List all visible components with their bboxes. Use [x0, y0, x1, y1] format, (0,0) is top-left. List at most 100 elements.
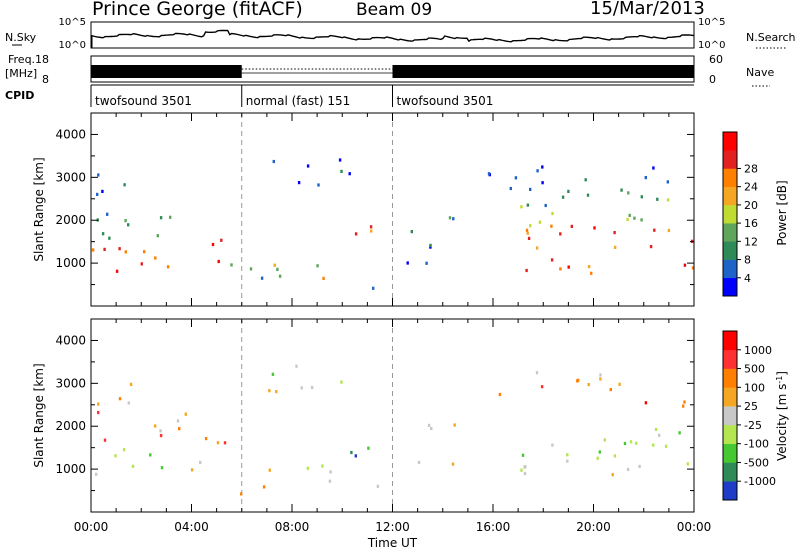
colorbar-swatch	[723, 241, 737, 260]
heatmap-cell	[535, 246, 539, 250]
heatmap-cell	[124, 219, 127, 223]
heatmap-cell	[644, 401, 648, 405]
heatmap-cell	[635, 441, 638, 445]
heatmap-cell	[306, 466, 309, 470]
heatmap-cell	[101, 232, 105, 236]
x-tick-label: 00:00	[677, 520, 712, 534]
heatmap-cell	[240, 492, 243, 496]
cpid-segment-label: twofsound 3501	[95, 94, 192, 108]
heatmap-cell	[541, 165, 544, 169]
y-tick-label: 2000	[55, 419, 86, 433]
heatmap-cell	[570, 224, 573, 228]
heatmap-cell	[686, 462, 689, 466]
heatmap-cell	[249, 267, 253, 271]
heatmap-cell	[526, 231, 529, 235]
colorbar-tick-label: 8	[744, 254, 751, 267]
colorbar-swatch	[723, 150, 737, 169]
y-tick-label: 1000	[55, 462, 86, 476]
heatmap-cell	[95, 472, 98, 476]
heatmap-cell	[429, 243, 432, 247]
heatmap-cell	[658, 433, 661, 437]
heatmap-cell	[367, 446, 370, 450]
heatmap-cell	[626, 217, 629, 222]
heatmap-cell	[369, 225, 373, 229]
heatmap-cell	[354, 232, 358, 236]
heatmap-cell	[160, 466, 164, 470]
heatmap-cell	[159, 216, 163, 220]
heatmap-cell	[143, 250, 146, 254]
heatmap-cell	[487, 172, 491, 176]
heatmap-cell	[652, 166, 655, 170]
heatmap-cell	[123, 183, 126, 187]
heatmap-cell	[275, 390, 278, 394]
colorbar-swatch	[723, 168, 737, 187]
colorbar-swatch	[723, 186, 737, 206]
heatmap-cell	[453, 423, 456, 427]
heatmap-cell	[115, 269, 119, 273]
heatmap-cell	[520, 468, 523, 472]
heatmap-cell	[551, 443, 554, 447]
heatmap-cell	[317, 183, 320, 187]
heatmap-cell	[656, 197, 659, 201]
freq-left-tick: 8	[42, 73, 49, 86]
heatmap-cell	[310, 385, 314, 390]
heatmap-cell	[108, 236, 111, 240]
heatmap-cell	[451, 462, 455, 466]
heatmap-cell	[97, 402, 100, 406]
heatmap-cell	[190, 468, 194, 472]
colorbar-swatch	[723, 481, 737, 501]
colorbar-swatch	[723, 424, 737, 444]
heatmap-cell	[640, 195, 643, 199]
heatmap-cell	[526, 203, 530, 207]
heatmap-cell	[523, 471, 527, 476]
heatmap-cell	[590, 271, 593, 275]
y-tick-label: 1000	[55, 256, 86, 270]
heatmap-cells-power	[91, 158, 695, 290]
heatmap-cell	[613, 454, 617, 458]
heatmap-cell	[448, 216, 452, 220]
x-axis-label: Time UT	[367, 536, 418, 550]
heatmap-cell	[640, 218, 643, 222]
heatmap-cell	[103, 438, 107, 442]
colorbar-swatch	[723, 349, 737, 369]
heatmap-cell	[106, 212, 109, 216]
freq-left-label: Freq.	[8, 53, 35, 66]
heatmap-cell	[122, 448, 126, 452]
colorbar-tick-label: 20	[744, 199, 758, 212]
heatmap-cell	[91, 248, 95, 252]
heatmap-cell	[340, 380, 343, 384]
heatmap-cell	[97, 410, 100, 415]
heatmap-cell	[370, 229, 373, 233]
colorbar-swatch	[723, 406, 737, 426]
station-title: Prince George (fitACF)	[92, 0, 303, 20]
heatmap-cell	[691, 266, 695, 270]
x-tick-label: 04:00	[174, 520, 209, 534]
heatmap-cell	[176, 419, 180, 423]
colorbar-tick-label: -1000	[744, 475, 776, 488]
heatmap-cell	[666, 180, 669, 184]
noise-left-tick: 10^5	[59, 17, 86, 28]
heatmap-cell	[166, 265, 170, 269]
heatmap-cell	[211, 242, 215, 247]
beam-title: Beam 09	[356, 0, 433, 20]
heatmap-cell	[525, 228, 529, 232]
heatmap-cell	[524, 465, 527, 469]
heatmap-cell	[540, 385, 544, 389]
heatmap-cell	[350, 450, 353, 455]
x-tick-label: 08:00	[275, 520, 310, 534]
date-title: 15/Mar/2013	[590, 0, 705, 19]
heatmap-cell	[178, 427, 181, 431]
x-tick-label: 16:00	[476, 520, 511, 534]
heatmap-cell	[300, 386, 303, 390]
heatmap-cell	[127, 401, 130, 405]
heatmap-cell	[321, 464, 324, 468]
y-tick-label: 4000	[55, 333, 86, 347]
heatmap-cell	[220, 238, 223, 242]
heatmap-cell	[561, 195, 565, 199]
heatmap-cell	[354, 454, 357, 458]
heatmap-cell	[584, 178, 587, 182]
freq-left-label: [MHz]	[5, 67, 37, 80]
colorbar-swatch	[723, 204, 737, 224]
colorbar-label: Velocity [m s-1]	[775, 371, 790, 461]
